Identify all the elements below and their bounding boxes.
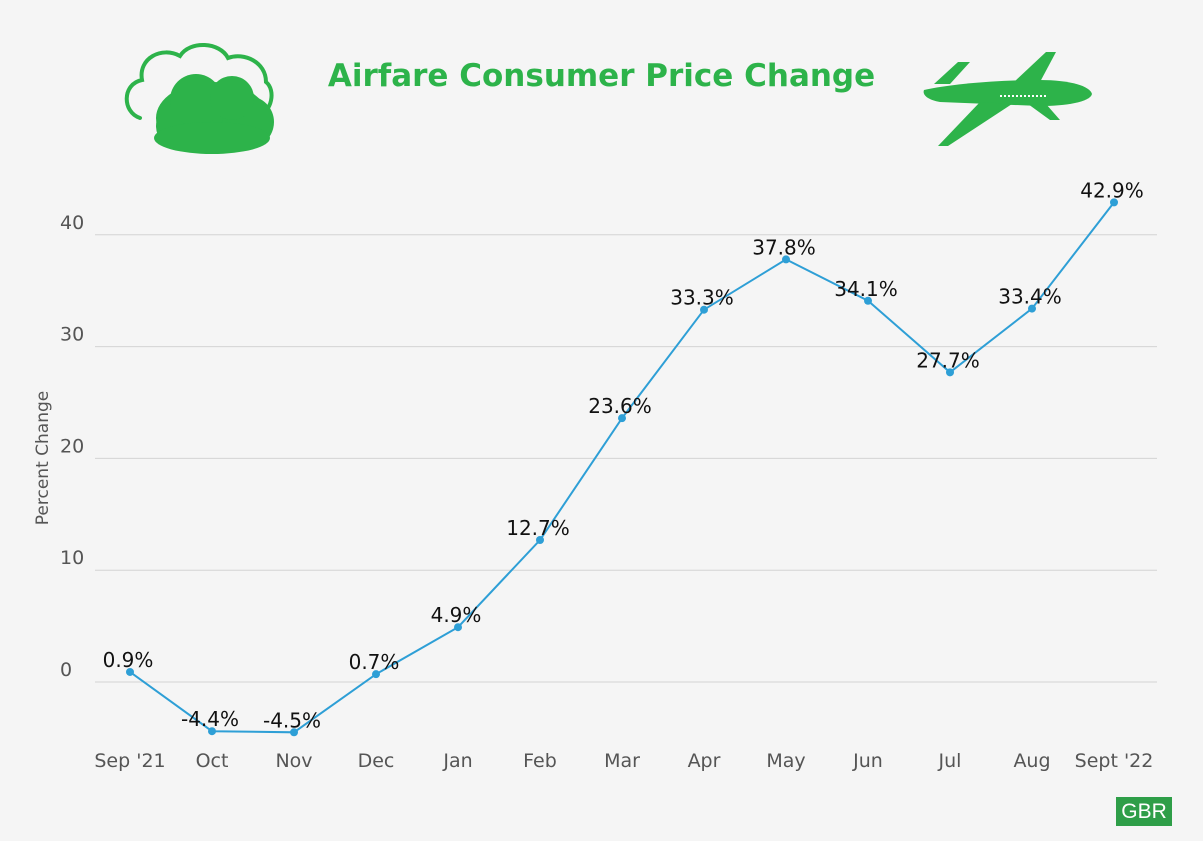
- data-labels: 0.9% -4.4% -4.5% 0.7% 4.9% 12.7% 23.6% 33.3% 37.…: [103, 178, 1144, 732]
- data-label: 37.8%: [752, 235, 816, 259]
- data-point: [864, 296, 872, 305]
- x-tick-label: Apr: [688, 750, 721, 772]
- y-tick-label: 40: [60, 212, 84, 234]
- data-point: [946, 368, 954, 377]
- y-axis-ticks: 0 10 20 30 40: [60, 212, 84, 681]
- series-line: [129, 201, 1115, 734]
- data-label: 27.7%: [916, 348, 980, 372]
- data-label: 23.6%: [588, 394, 652, 418]
- data-label: 0.7%: [349, 650, 400, 674]
- data-label: 33.3%: [670, 286, 734, 310]
- data-points: [126, 198, 1118, 737]
- data-label: 0.9%: [103, 648, 154, 672]
- grid-lines: [95, 234, 1157, 683]
- chart-title: Airfare Consumer Price Change: [327, 58, 876, 94]
- y-axis-label: Percent Change: [33, 391, 53, 525]
- y-tick-label: 10: [60, 547, 84, 569]
- data-point: [1028, 304, 1036, 313]
- data-label: -4.4%: [181, 707, 239, 731]
- data-label: 34.1%: [834, 277, 898, 301]
- x-tick-label: Aug: [1013, 750, 1050, 772]
- data-point: [208, 727, 216, 736]
- x-tick-label: Oct: [196, 750, 229, 772]
- y-tick-label: 0: [60, 659, 72, 681]
- data-point: [700, 305, 708, 314]
- data-point: [372, 670, 380, 679]
- y-tick-label: 30: [60, 324, 84, 346]
- data-point: [454, 623, 462, 632]
- x-tick-label: Feb: [523, 750, 557, 772]
- data-point: [618, 414, 626, 423]
- x-axis-ticks: Sep '21 Oct Nov Dec Jan Feb Mar Apr May Jun Jul Aug…: [94, 750, 1153, 772]
- data-label: 12.7%: [506, 516, 570, 540]
- x-tick-label: Mar: [604, 750, 640, 772]
- cloud-icon: [124, 42, 274, 154]
- data-point: [536, 536, 544, 545]
- data-point: [1110, 198, 1118, 207]
- x-tick-label: Jan: [442, 750, 472, 772]
- data-point: [782, 255, 790, 264]
- x-tick-label: Dec: [358, 750, 395, 772]
- data-point: [290, 728, 298, 737]
- y-tick-label: 20: [60, 435, 84, 457]
- airplane-icon: [923, 52, 1092, 146]
- source-badge: GBR: [1116, 797, 1172, 826]
- x-tick-label: Jun: [852, 750, 883, 772]
- x-tick-label: Jul: [938, 750, 962, 772]
- data-label: 33.4%: [998, 285, 1062, 309]
- data-point: [126, 667, 134, 676]
- data-label: 4.9%: [431, 603, 482, 627]
- x-tick-label: Sept '22: [1075, 750, 1154, 772]
- x-tick-label: May: [766, 750, 805, 772]
- data-label: 42.9%: [1080, 178, 1144, 202]
- data-label: -4.5%: [263, 708, 321, 732]
- x-tick-label: Nov: [275, 750, 312, 772]
- x-tick-label: Sep '21: [94, 750, 165, 772]
